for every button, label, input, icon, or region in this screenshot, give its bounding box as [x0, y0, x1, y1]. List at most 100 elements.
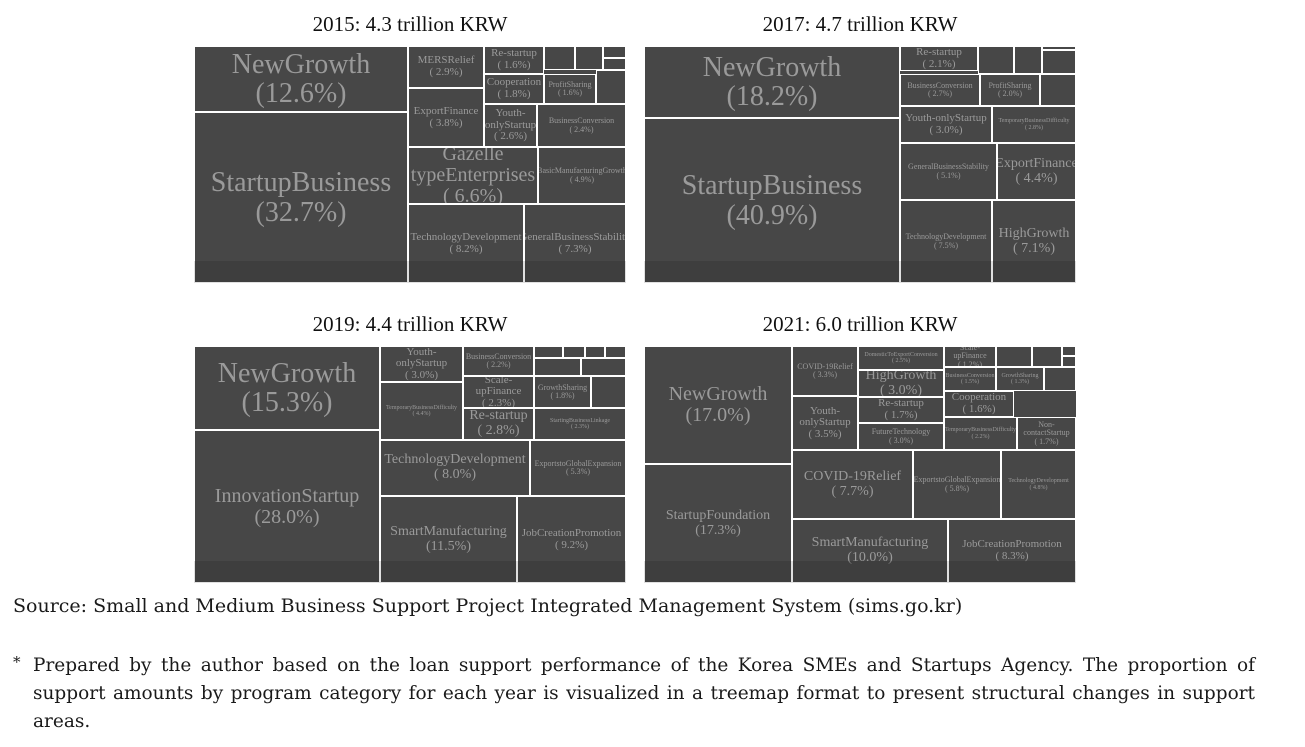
tile-label: ExportFinance	[997, 155, 1076, 171]
tile-value: (10.0%)	[847, 550, 893, 565]
tile-value: ( 3.0%)	[405, 368, 438, 381]
tile-value: (17.0%)	[685, 404, 751, 426]
treemap-tile: COVID-19Relief( 3.3%)	[792, 346, 858, 396]
treemap-tile: NewGrowth (17.0%)	[644, 346, 792, 464]
tile-label: StartupBusiness	[681, 170, 863, 202]
panel-title: 2021: 6.0 trillion KRW	[762, 312, 958, 336]
tile-label: GrowthSharing	[1001, 372, 1039, 379]
treemap-2019: NewGrowth (15.3%) InnovationStartup (28.0%)…	[194, 346, 626, 583]
treemap-tile: Re-startup( 2.1%)	[900, 46, 978, 71]
tile-label: NewGrowth	[231, 48, 371, 80]
treemap-tile-unlabeled	[596, 70, 626, 104]
treemap-tile-unlabeled	[1040, 74, 1076, 106]
tile-value: ( 5.8%)	[945, 483, 969, 493]
treemap-tile: JobCreationPromotion( 8.3%)	[948, 519, 1076, 583]
tile-label: TemporaryBusinessDifficulty	[998, 118, 1070, 125]
tile-value: ( 3.0%)	[889, 435, 913, 445]
footnote-marker: *	[13, 653, 21, 671]
treemap-tile-unlabeled	[1062, 346, 1076, 356]
treemap-tile: HighGrowth( 7.1%)	[992, 200, 1076, 283]
treemap-tile: Gazelle typeEnterprises( 6.6%)	[408, 147, 538, 204]
treemap-tile: Non- contactStartup( 1.7%)	[1017, 417, 1076, 450]
treemap-tile-unlabeled	[1032, 346, 1062, 367]
treemap-tile: Scale-upFinance( 1.2%)	[944, 346, 996, 367]
tile-value: ( 2.8%)	[1025, 124, 1043, 131]
tile-label: Re-startup	[469, 408, 528, 424]
treemap-tile-unlabeled	[1044, 367, 1076, 391]
tile-label: GrowthSharing	[537, 382, 588, 392]
tile-value: ( 7.5%)	[934, 240, 958, 250]
treemap-tile: Youth- onlyStartup( 3.5%)	[792, 396, 858, 450]
tile-label: StartingBusinessLinkage	[550, 417, 610, 424]
treemap-tile: Re-startup( 1.7%)	[858, 397, 944, 423]
tile-value: ( 1.3%)	[1011, 379, 1029, 385]
tile-label: TemporaryBusinessDifficulty	[385, 404, 458, 411]
tile-label: BusinessConversion	[907, 80, 973, 90]
tile-label: TechnologyDevelopment	[905, 232, 987, 242]
tile-label: ProfitSharing	[988, 80, 1032, 90]
tile-value: ( 2.6%)	[494, 130, 527, 143]
tile-label: TechnologyDevelopment	[1008, 478, 1069, 485]
tile-label: NewGrowth	[668, 383, 768, 405]
tile-value: (40.9%)	[726, 199, 818, 231]
tile-value: ( 8.2%)	[449, 242, 483, 255]
tile-value: ( 1.8%)	[497, 88, 531, 100]
treemap-tile: BusinessConversion( 1.5%)	[944, 367, 996, 391]
tile-label: BusinessConversion	[465, 351, 532, 361]
tile-value: ( 8.0%)	[434, 467, 476, 482]
treemap-tile: BasicManufacturingGrowth( 4.9%)	[538, 147, 626, 204]
tile-value: ( 7.7%)	[831, 483, 874, 499]
tile-value: ( 2.0%)	[998, 89, 1022, 98]
tile-label: Scale-upFinance	[475, 376, 522, 398]
tile-label: Cooperation	[951, 391, 1007, 404]
tile-value: ( 3.8%)	[429, 116, 463, 129]
tile-value: ( 1.8%)	[550, 391, 575, 400]
tile-label: Cooperation	[486, 76, 542, 89]
tile-label: Non- contactStartup	[1023, 419, 1070, 438]
tile-value: ( 4.8%)	[1029, 484, 1048, 491]
tile-value: ( 1.2%)	[958, 359, 982, 367]
source-note: Source: Small and Medium Business Suppor…	[13, 595, 963, 617]
treemap-tile: TemporaryBusinessDifficulty( 4.4%)	[380, 382, 463, 440]
treemap-tile: Re-startup( 2.8%)	[463, 408, 534, 440]
tile-label: GeneralBusinessStability	[908, 162, 989, 172]
treemap-tile: TemporaryBusinessDifficulty( 2.8%)	[992, 106, 1076, 143]
tile-value: ( 2.8%)	[477, 423, 520, 438]
treemap-tile-unlabeled	[575, 46, 603, 70]
tile-value: ( 5.3%)	[566, 467, 590, 476]
tile-label: FutureTechnology	[871, 427, 931, 437]
treemap-tile: StartupFoundation (17.3%)	[644, 464, 792, 583]
tile-label: BusinessConversion	[945, 372, 995, 379]
treemap-2021: NewGrowth (17.0%) StartupFoundation (17.3%)…	[644, 346, 1076, 583]
tile-value: ( 2.9%)	[429, 66, 463, 78]
treemap-tile-unlabeled	[585, 346, 605, 358]
treemap-tile-unlabeled	[544, 46, 575, 70]
treemap-tile: TechnologyDevelopment( 8.0%)	[380, 440, 530, 496]
treemap-tile: BusinessConversion( 2.4%)	[537, 104, 626, 147]
tile-label: BusinessConversion	[548, 116, 615, 126]
treemap-tile: MERSRelief( 2.9%)	[408, 46, 484, 88]
tile-label: Re-startup	[878, 397, 924, 410]
tile-value: ( 3.3%)	[813, 370, 837, 379]
treemap-tile: ProfitSharing( 2.0%)	[980, 74, 1040, 106]
tile-value: (17.3%)	[695, 522, 741, 538]
treemap-tile: GeneralBusinessStability( 5.1%)	[900, 143, 997, 200]
treemap-tile: GrowthSharing( 1.8%)	[534, 376, 591, 408]
treemap-tile-unlabeled	[1062, 356, 1076, 367]
tile-value: ( 7.3%)	[558, 242, 592, 255]
tile-label: NewGrowth	[217, 357, 357, 389]
tile-label: StartupBusiness	[210, 167, 392, 199]
tile-label: ExportstoGlobalExpansion	[534, 458, 622, 468]
treemap-tile: COVID-19Relief( 7.7%)	[792, 450, 913, 519]
tile-label: DomesticToExportConversion	[864, 351, 938, 358]
tile-label: TechnologyDevelopment	[384, 452, 526, 468]
treemap-tile: TechnologyDevelopment( 7.5%)	[900, 200, 992, 283]
tile-label: MERSRelief	[417, 54, 475, 67]
treemap-tile-unlabeled	[1014, 46, 1042, 74]
tile-label: HighGrowth	[998, 225, 1070, 241]
treemap-tile-unlabeled	[605, 346, 626, 358]
treemap-tile-unlabeled	[603, 58, 626, 70]
footnote-text: Prepared by the author based on the loan…	[33, 655, 1255, 732]
treemap-tile: Youth-onlyStartup( 3.0%)	[900, 106, 992, 143]
treemap-tile: GrowthSharing( 1.3%)	[996, 367, 1044, 391]
